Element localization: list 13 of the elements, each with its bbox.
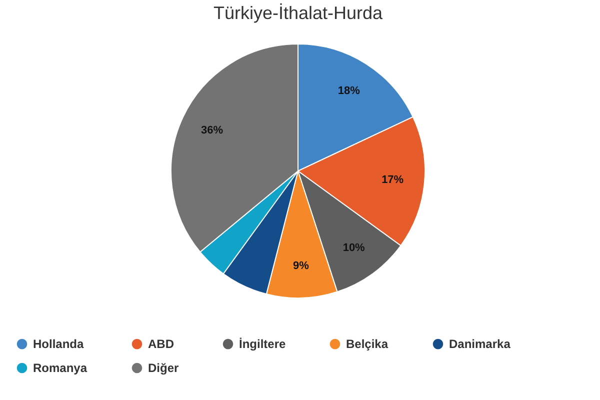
data-label: 9% [293, 260, 310, 272]
legend-label: Hollanda [33, 337, 84, 352]
data-label: 10% [342, 242, 366, 254]
chart-title: Türkiye-İthalat-Hurda [213, 3, 384, 23]
legend-label: Diğer [148, 361, 180, 375]
legend-label: Romanya [33, 361, 88, 375]
data-label: 17% [382, 174, 404, 186]
legend-label: Belçika [346, 337, 388, 352]
legend-label: Danimarka [449, 337, 511, 352]
data-label: 18% [338, 84, 360, 97]
legend-label: ABD [148, 337, 174, 352]
legend-label: İngiltere [239, 337, 286, 352]
data-label: 36% [201, 124, 224, 137]
